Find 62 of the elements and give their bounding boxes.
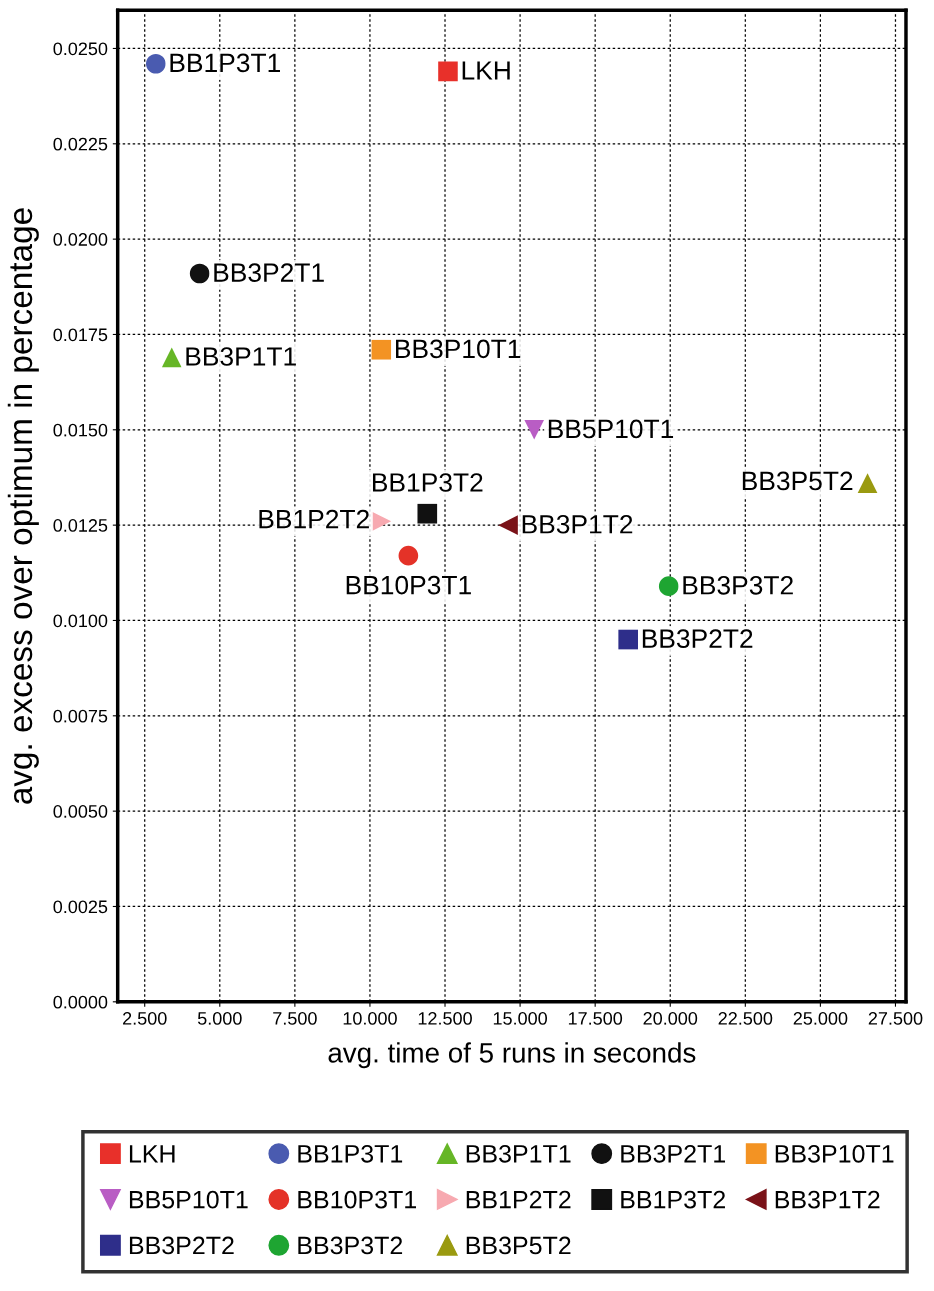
x-tick-label: 20.000	[643, 1012, 698, 1025]
y-tick-label: 0.0075	[53, 709, 108, 723]
point	[417, 503, 438, 524]
point	[438, 61, 458, 82]
point	[398, 545, 419, 566]
x-tick-label: 15.000	[493, 1012, 547, 1025]
legend-label: LKH	[129, 1145, 175, 1163]
legend-label: BB5P10T1	[129, 1190, 248, 1209]
text: BB1P3T2	[372, 473, 483, 492]
y-tick-label: 0.0100	[53, 614, 108, 628]
legend-label: BB1P2T2	[466, 1190, 571, 1209]
x-tick-label: 7.500	[273, 1012, 317, 1025]
y-tick-label: 0.0175	[53, 328, 108, 342]
point	[658, 576, 679, 596]
legend-label: BB3P1T1	[466, 1144, 571, 1163]
point	[498, 515, 518, 535]
y-tick-label: 0.0225	[53, 137, 108, 151]
point	[857, 473, 878, 494]
point	[189, 263, 210, 284]
text: BB3P1T1	[186, 347, 296, 366]
point	[146, 53, 166, 74]
text: BB3P2T2	[642, 629, 753, 649]
legend-label: BB1P3T1	[298, 1144, 403, 1163]
legend-label: BB3P5T2	[466, 1236, 571, 1255]
y-tick-label: 0.0150	[53, 423, 108, 437]
x-tick-label: 5.000	[197, 1012, 242, 1025]
text: BB1P2T2	[259, 509, 369, 529]
x-tick-label: 2.500	[123, 1012, 167, 1025]
legend-label: BB10P3T1	[298, 1190, 416, 1209]
point	[161, 347, 182, 368]
y-tick-label: 0.0000	[53, 995, 108, 1009]
y-tick-label: 0.0250	[53, 42, 108, 56]
text: BB3P2T1	[214, 263, 324, 282]
legend-label: BB3P2T2	[129, 1236, 234, 1255]
legend-label: BB3P10T1	[775, 1144, 894, 1163]
point	[524, 419, 545, 440]
text: BB1P3T1	[170, 53, 280, 73]
y-tick-label: 0.0050	[53, 805, 108, 818]
y-tick-label: 0.0125	[53, 519, 108, 532]
legend-label: BB3P3T2	[298, 1236, 403, 1255]
text: BB3P3T2	[683, 575, 793, 595]
point	[371, 339, 392, 360]
x-tick-label: 10.000	[343, 1012, 397, 1025]
legend-label: BB1P3T2	[621, 1190, 725, 1209]
x-tick-label: 27.500	[868, 1012, 923, 1025]
x-axis-title: avg. time of 5 runs in seconds	[328, 1042, 696, 1069]
x-tick-label: 12.500	[418, 1012, 472, 1025]
text: BB5P10T1	[548, 419, 674, 439]
y-tick-label: 0.0200	[53, 233, 108, 246]
text: BB10P3T1	[346, 575, 471, 595]
legend-label: BB3P2T1	[621, 1144, 726, 1163]
x-tick-label: 22.500	[718, 1012, 773, 1025]
point	[618, 629, 639, 650]
text: BB3P5T2	[742, 471, 853, 491]
text: BB3P10T1	[396, 339, 521, 359]
x-tick-label: 17.500	[568, 1012, 623, 1025]
text: BB3P1T2	[522, 514, 633, 534]
y-axis-title: avg. excess over optimum in percentage	[7, 208, 39, 804]
legend-label: BB3P1T2	[775, 1190, 880, 1209]
text: LKH	[462, 61, 510, 80]
x-tick-label: 25.000	[793, 1012, 848, 1025]
y-tick-label: 0.0025	[53, 900, 108, 914]
